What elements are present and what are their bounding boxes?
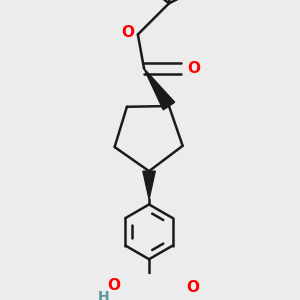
Text: H: H xyxy=(98,290,110,300)
Polygon shape xyxy=(144,69,175,110)
Text: O: O xyxy=(188,61,201,76)
Text: O: O xyxy=(107,278,120,293)
Text: O: O xyxy=(186,280,199,295)
Text: O: O xyxy=(122,26,134,40)
Polygon shape xyxy=(143,171,155,199)
